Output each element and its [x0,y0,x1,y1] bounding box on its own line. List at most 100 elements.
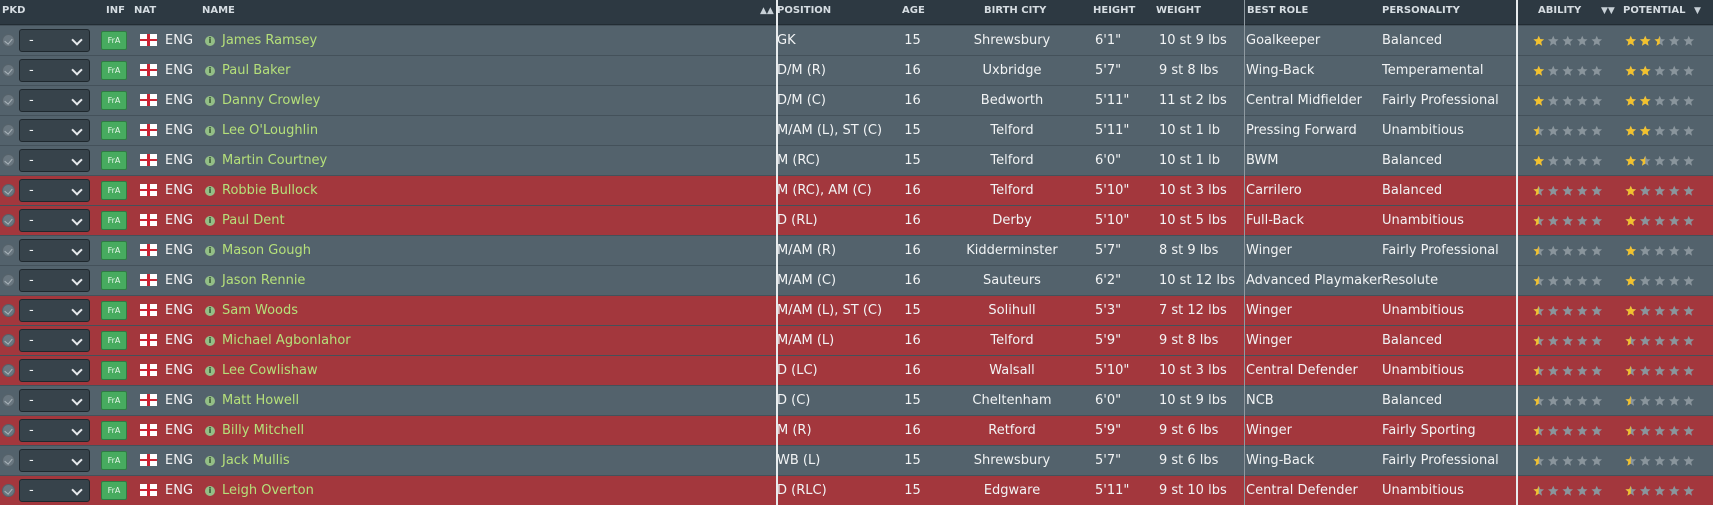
player-name[interactable]: Michael Agbonlahor [222,333,351,348]
info-icon[interactable]: i [205,96,215,106]
table-row[interactable]: - FrA ENG i Leigh Overton D (RLC) 15 Edgware 5'1… [0,475,1713,505]
pick-dropdown[interactable]: - [19,59,90,82]
info-icon[interactable]: i [205,426,215,436]
pick-dropdown[interactable]: - [19,269,90,292]
table-row[interactable]: - FrA ENG i Paul Baker D/M (R) 16 Uxbridge 5'7" 9… [0,55,1713,85]
sort-ascending-icon[interactable]: ▲▲ [760,6,774,16]
table-row[interactable]: - FrA ENG i Danny Crowley D/M (C) 16 Bedworth 5'… [0,85,1713,115]
pick-check-icon[interactable] [2,154,15,167]
info-badge[interactable]: FrA [101,151,127,170]
info-badge[interactable]: FrA [101,61,127,80]
pick-check-icon[interactable] [2,94,15,107]
info-icon[interactable]: i [205,396,215,406]
table-row[interactable]: - FrA ENG i Michael Agbonlahor M/AM (L) 16 Telf… [0,325,1713,355]
info-icon[interactable]: i [205,66,215,76]
pick-dropdown[interactable]: - [19,209,90,232]
info-icon[interactable]: i [205,36,215,46]
column-header-best-role[interactable]: BEST ROLE [1247,5,1309,16]
info-badge[interactable]: FrA [101,91,127,110]
info-icon[interactable]: i [205,246,215,256]
pick-check-icon[interactable] [2,424,15,437]
table-row[interactable]: - FrA ENG i Robbie Bullock M (RC), AM (C) 16 Te… [0,175,1713,205]
player-name[interactable]: Paul Dent [222,213,285,228]
pick-dropdown[interactable]: - [19,179,90,202]
pick-dropdown[interactable]: - [19,89,90,112]
table-row[interactable]: - FrA ENG i Jason Rennie M/AM (C) 16 Sauteurs 6'… [0,265,1713,295]
info-icon[interactable]: i [205,126,215,136]
pick-dropdown[interactable]: - [19,299,90,322]
column-header-potential[interactable]: POTENTIAL [1623,5,1686,16]
player-name[interactable]: Billy Mitchell [222,423,305,438]
table-row[interactable]: - FrA ENG i Matt Howell D (C) 15 Cheltenham 6'0"… [0,385,1713,415]
info-badge[interactable]: FrA [101,361,127,380]
pick-check-icon[interactable] [2,274,15,287]
info-badge[interactable]: FrA [101,181,127,200]
player-name[interactable]: Sam Woods [222,303,299,318]
pick-check-icon[interactable] [2,394,15,407]
info-badge[interactable]: FrA [101,481,127,500]
info-badge[interactable]: FrA [101,331,127,350]
player-name[interactable]: Jason Rennie [222,273,306,288]
pick-dropdown[interactable]: - [19,239,90,262]
sort-descending-icon[interactable]: ▼ [1694,6,1701,16]
info-icon[interactable]: i [205,456,215,466]
column-header-position[interactable]: POSITION [777,5,832,16]
pick-check-icon[interactable] [2,334,15,347]
info-badge[interactable]: FrA [101,301,127,320]
pick-check-icon[interactable] [2,124,15,137]
pick-check-icon[interactable] [2,64,15,77]
column-header-nat[interactable]: NAT [134,5,157,16]
player-name[interactable]: Jack Mullis [222,453,290,468]
column-header-ability[interactable]: ABILITY [1538,5,1582,16]
table-row[interactable]: - FrA ENG i Lee O'Loughlin M/AM (L), ST (C) 15… [0,115,1713,145]
column-header-age[interactable]: AGE [902,5,925,16]
column-header-birth-city[interactable]: BIRTH CITY [984,5,1047,16]
info-icon[interactable]: i [205,366,215,376]
pick-check-icon[interactable] [2,184,15,197]
player-name[interactable]: Danny Crowley [222,93,321,108]
column-header-personality[interactable]: PERSONALITY [1382,5,1460,16]
column-header-inf[interactable]: INF [106,5,125,16]
info-icon[interactable]: i [205,276,215,286]
table-row[interactable]: - FrA ENG i Billy Mitchell M (R) 16 Retford 5'9"… [0,415,1713,445]
info-badge[interactable]: FrA [101,391,127,410]
player-name[interactable]: Martin Courtney [222,153,328,168]
column-header-name[interactable]: NAME [202,5,235,16]
pick-dropdown[interactable]: - [19,359,90,382]
info-badge[interactable]: FrA [101,421,127,440]
column-header-weight[interactable]: WEIGHT [1156,5,1201,16]
table-row[interactable]: - FrA ENG i Sam Woods M/AM (L), ST (C) 15 Solih… [0,295,1713,325]
info-badge[interactable]: FrA [101,451,127,470]
pick-check-icon[interactable] [2,364,15,377]
table-row[interactable]: - FrA ENG i Lee Cowlishaw D (LC) 16 Walsall 5'10… [0,355,1713,385]
pick-dropdown[interactable]: - [19,119,90,142]
player-name[interactable]: Lee O'Loughlin [222,123,319,138]
table-row[interactable]: - FrA ENG i Martin Courtney M (RC) 15 Telford 6'… [0,145,1713,175]
player-name[interactable]: Paul Baker [222,63,291,78]
pick-check-icon[interactable] [2,484,15,497]
table-row[interactable]: - FrA ENG i Jack Mullis WB (L) 15 Shrewsbury 5'7… [0,445,1713,475]
player-name[interactable]: Mason Gough [222,243,312,258]
pick-check-icon[interactable] [2,454,15,467]
info-badge[interactable]: FrA [101,31,127,50]
column-header-pkd[interactable]: PKD [2,5,26,16]
pick-dropdown[interactable]: - [19,389,90,412]
pick-dropdown[interactable]: - [19,479,90,502]
pick-check-icon[interactable] [2,34,15,47]
info-icon[interactable]: i [205,486,215,496]
column-header-height[interactable]: HEIGHT [1093,5,1136,16]
info-icon[interactable]: i [205,156,215,166]
pick-dropdown[interactable]: - [19,329,90,352]
info-badge[interactable]: FrA [101,241,127,260]
info-icon[interactable]: i [205,186,215,196]
table-row[interactable]: - FrA ENG i Paul Dent D (RL) 16 Derby 5'10" 10 st… [0,205,1713,235]
info-icon[interactable]: i [205,336,215,346]
info-icon[interactable]: i [205,306,215,316]
info-badge[interactable]: FrA [101,271,127,290]
table-row[interactable]: - FrA ENG i James Ramsey GK 15 Shrewsbury 6'1" 10… [0,25,1713,55]
pick-dropdown[interactable]: - [19,449,90,472]
sort-descending-icon[interactable]: ▼▼ [1601,6,1615,16]
player-name[interactable]: Robbie Bullock [222,183,318,198]
player-name[interactable]: James Ramsey [222,33,318,48]
player-name[interactable]: Matt Howell [222,393,300,408]
